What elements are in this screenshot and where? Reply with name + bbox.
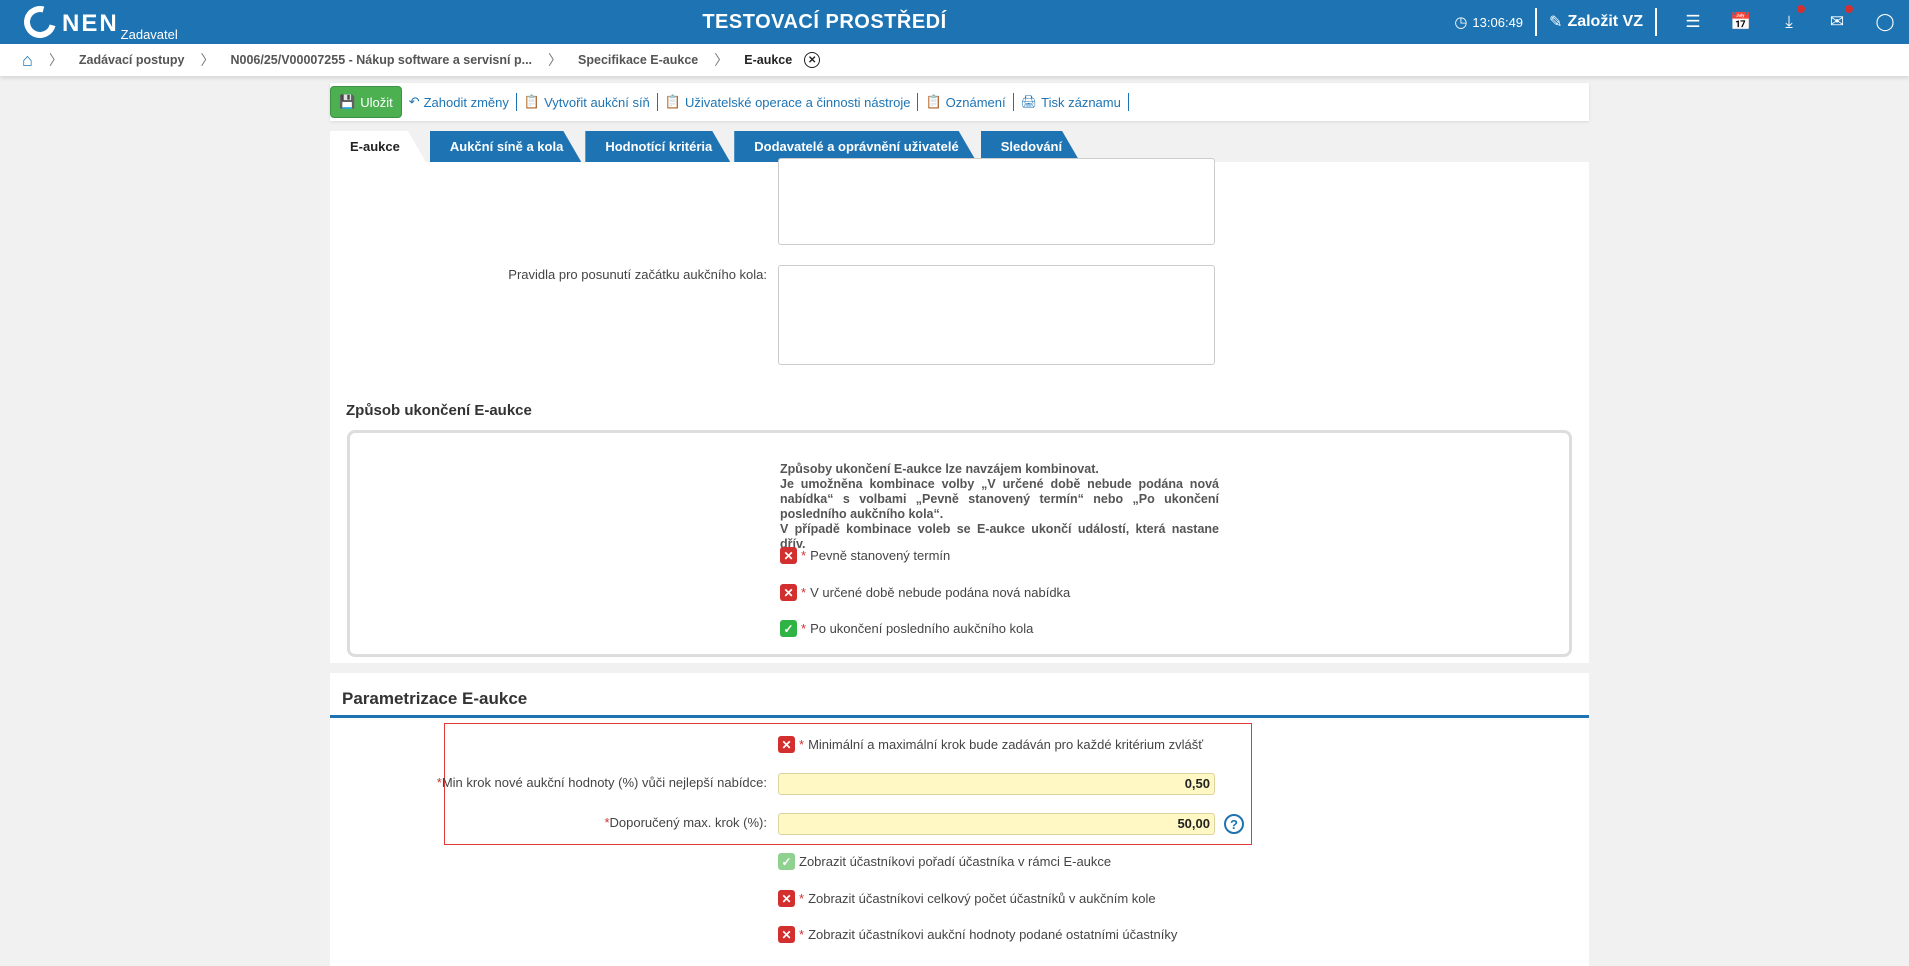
- breadcrumb: ⌂ 〉 Zadávací postupy 〉 N006/25/V00007255…: [0, 44, 1909, 76]
- create-hall-label: Vytvořit aukční síň: [544, 94, 650, 110]
- user-icon[interactable]: ◯: [1875, 12, 1895, 31]
- edit-icon: ✎: [1549, 14, 1563, 31]
- check-checkbox-icon[interactable]: ✓: [780, 620, 797, 637]
- discard-label: Zahodit změny: [423, 94, 509, 110]
- save-icon: 💾: [339, 94, 356, 109]
- clock-icon: ◷: [1454, 14, 1468, 31]
- logo-text: NEN: [62, 10, 119, 37]
- option-label: Zobrazit účastníkovi aukční hodnoty poda…: [808, 927, 1178, 942]
- user-operations-button[interactable]: 📋 Uživatelské operace a činnosti nástroje: [658, 93, 919, 111]
- max-step-input[interactable]: 50,00: [778, 813, 1215, 835]
- create-vz-button[interactable]: Založit VZ: [1567, 13, 1643, 30]
- option-label: Zobrazit účastníkovi pořadí účastníka v …: [799, 854, 1112, 869]
- download-icon[interactable]: ⤓: [1765, 5, 1813, 32]
- show-rank-option[interactable]: ✓ Zobrazit účastníkovi pořadí účastníka v…: [778, 853, 1111, 870]
- end-options-box: [347, 430, 1572, 657]
- x-checkbox-icon[interactable]: ✕: [778, 926, 795, 943]
- print-record-button[interactable]: 🖨 Tisk záznamu: [1014, 93, 1129, 111]
- per-criterion-option[interactable]: ✕ * Minimální a maximální krok bude zadává…: [778, 736, 1203, 753]
- tab-hodnotici-kriteria[interactable]: Hodnotící kritéria: [585, 131, 730, 162]
- logo-subtitle: Zadavatel: [120, 27, 178, 42]
- rules-label: Pravidla pro posunutí začátku aukčního k…: [508, 267, 767, 282]
- section-underline: [330, 715, 1589, 718]
- check-checkbox-icon[interactable]: ✓: [778, 853, 795, 870]
- chevron-right-icon: 〉: [548, 52, 563, 68]
- menu-icon[interactable]: ☰: [1685, 12, 1701, 31]
- nen-logo[interactable]: NEN Zadavatel: [18, 0, 178, 44]
- print-label: Tisk záznamu: [1041, 94, 1121, 110]
- user-ops-label: Uživatelské operace a činnosti nástroje: [684, 94, 911, 110]
- help-icon[interactable]: ?: [1224, 814, 1244, 834]
- max-step-label-text: Doporučený max. krok (%):: [609, 815, 768, 830]
- divider: [1655, 8, 1657, 36]
- note-line: Je umožněna kombinace volby „V určené do…: [780, 477, 1219, 521]
- notification-dot: [1797, 5, 1805, 13]
- breadcrumb-item[interactable]: N006/25/V00007255 - Nákup software a ser…: [230, 53, 533, 67]
- notices-button[interactable]: 📋 Oznámení: [918, 93, 1014, 111]
- breadcrumb-item[interactable]: Specifikace E-aukce: [578, 53, 699, 67]
- parametrization-panel: Parametrizace E-aukce ✕ * Minimální a maxi…: [330, 673, 1589, 966]
- x-checkbox-icon[interactable]: ✕: [780, 547, 797, 564]
- toolbar: 💾 Uložit ↶ Zahodit změny 📋 Vytvořit aukční …: [330, 83, 1589, 121]
- option-label: Po ukončení posledního aukčního kola: [810, 621, 1034, 636]
- chevron-right-icon: 〉: [200, 52, 215, 68]
- end-options-note: Způsoby ukončení E-aukce lze navzájem ko…: [780, 462, 1219, 552]
- min-step-label: *Min krok nové aukční hodnoty (%) vůči n…: [436, 775, 767, 790]
- x-checkbox-icon[interactable]: ✕: [778, 890, 795, 907]
- clipboard-icon: 📋: [664, 94, 681, 109]
- save-button[interactable]: 💾 Uložit: [330, 86, 402, 118]
- printer-icon: 🖨: [1020, 94, 1038, 109]
- rules-textarea[interactable]: [778, 265, 1215, 365]
- max-step-label: *Doporučený max. krok (%):: [604, 815, 768, 830]
- show-count-option[interactable]: ✕ * Zobrazit účastníkovi celkový počet úča…: [778, 890, 1156, 907]
- tab-bar: E-aukce Aukční síně a kola Hodnotící kri…: [330, 131, 1084, 162]
- end-option-last-round[interactable]: ✓ * Po ukončení posledního aukčního kola: [780, 620, 1033, 637]
- min-step-label-text: Min krok nové aukční hodnoty (%) vůči ne…: [441, 775, 767, 790]
- x-checkbox-icon[interactable]: ✕: [778, 736, 795, 753]
- validation-error-box: [444, 723, 1252, 845]
- clipboard-icon: 📋: [925, 94, 942, 109]
- x-checkbox-icon[interactable]: ✕: [780, 584, 797, 601]
- end-option-fixed-term[interactable]: ✕ * Pevně stanovený termín: [780, 547, 950, 564]
- end-section-heading: Způsob ukončení E-aukce: [346, 402, 532, 419]
- calendar-icon[interactable]: 📅: [1730, 12, 1752, 31]
- mail-icon[interactable]: ✉: [1813, 5, 1861, 32]
- top-header: NEN Zadavatel TESTOVACÍ PROSTŘEDÍ ◷ 13:0…: [0, 0, 1909, 44]
- note-line: Způsoby ukončení E-aukce lze navzájem ko…: [780, 462, 1099, 476]
- create-auction-hall-button[interactable]: 📋 Vytvořit aukční síň: [517, 93, 658, 111]
- tab-dodavatele[interactable]: Dodavatelé a oprávnění uživatelé: [734, 131, 976, 162]
- option-label: Minimální a maximální krok bude zadáván …: [808, 737, 1204, 752]
- chevron-right-icon: 〉: [48, 52, 63, 68]
- save-label: Uložit: [360, 94, 393, 110]
- breadcrumb-item[interactable]: Zadávací postupy: [78, 53, 185, 67]
- notification-dot: [1845, 5, 1853, 13]
- undo-icon: ↶: [408, 94, 420, 109]
- param-section-heading: Parametrizace E-aukce: [342, 689, 528, 708]
- option-label: Zobrazit účastníkovi celkový počet účast…: [808, 891, 1156, 906]
- discard-changes-button[interactable]: ↶ Zahodit změny: [402, 93, 517, 111]
- end-option-no-new-bid[interactable]: ✕ * V určené době nebude podána nová nabíd…: [780, 584, 1070, 601]
- tab-e-aukce[interactable]: E-aukce: [330, 131, 426, 162]
- notices-label: Oznámení: [945, 94, 1006, 110]
- environment-title: TESTOVACÍ PROSTŘEDÍ: [702, 11, 947, 33]
- divider: [1535, 8, 1538, 36]
- tab-sledovani[interactable]: Sledování: [981, 131, 1080, 162]
- breadcrumb-current: E-aukce: [744, 53, 793, 67]
- chevron-right-icon: 〉: [714, 52, 729, 68]
- option-label: Pevně stanovený termín: [810, 548, 951, 563]
- show-others-bids-option[interactable]: ✕ * Zobrazit účastníkovi aukční hodnoty po…: [778, 926, 1177, 943]
- close-icon[interactable]: ✕: [804, 52, 821, 68]
- textarea-previous[interactable]: [778, 158, 1215, 245]
- min-step-input[interactable]: 0,50: [778, 773, 1215, 795]
- option-label: V určené době nebude podána nová nabídka: [810, 585, 1071, 600]
- clock-time: 13:06:49: [1472, 14, 1524, 30]
- tab-aukcni-sine[interactable]: Aukční síně a kola: [430, 131, 581, 162]
- home-icon[interactable]: ⌂: [22, 49, 33, 70]
- e-aukce-form-panel: Pravidla pro posunutí začátku aukčního k…: [330, 158, 1589, 663]
- clipboard-add-icon: 📋: [523, 94, 541, 109]
